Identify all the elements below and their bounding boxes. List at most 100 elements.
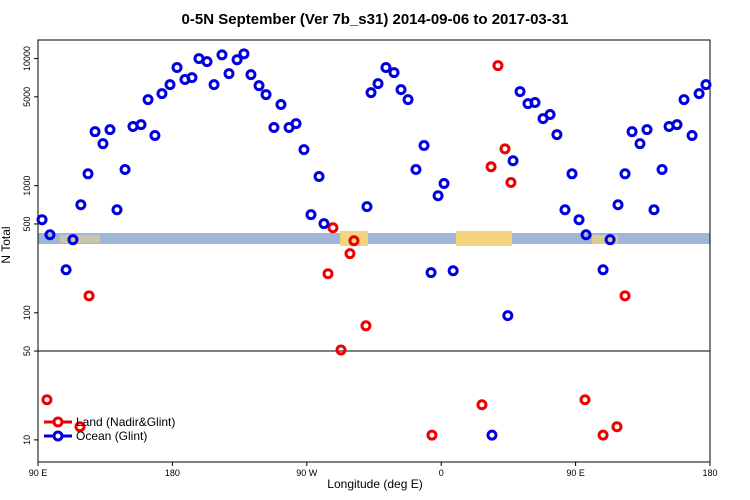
point bbox=[656, 164, 668, 176]
point bbox=[313, 171, 325, 183]
land-strip bbox=[456, 231, 512, 246]
point bbox=[634, 138, 646, 150]
ocean-strip bbox=[38, 233, 710, 244]
point bbox=[83, 290, 95, 302]
legend-marker bbox=[52, 416, 64, 428]
point bbox=[348, 235, 360, 247]
point bbox=[395, 84, 407, 96]
point bbox=[253, 80, 265, 92]
legend-marker bbox=[52, 430, 64, 442]
point bbox=[74, 421, 86, 433]
y-tick-label: 100 bbox=[22, 305, 32, 320]
point bbox=[486, 429, 498, 441]
point bbox=[97, 138, 109, 150]
y-tick-label: 10000 bbox=[22, 46, 32, 71]
y-tick-label: 500 bbox=[22, 216, 32, 231]
point bbox=[551, 129, 563, 141]
point bbox=[119, 164, 131, 176]
x-tick-label: 0 bbox=[439, 468, 444, 478]
point bbox=[216, 49, 228, 61]
point bbox=[597, 264, 609, 276]
point bbox=[380, 62, 392, 74]
y-axis-label: N Total bbox=[0, 226, 13, 263]
point bbox=[208, 79, 220, 91]
point bbox=[505, 176, 517, 188]
point bbox=[626, 126, 638, 138]
point bbox=[36, 214, 48, 226]
point bbox=[231, 54, 243, 66]
point bbox=[700, 79, 712, 91]
point bbox=[89, 126, 101, 138]
point bbox=[502, 310, 514, 322]
x-tick-label: 90 W bbox=[296, 468, 318, 478]
plot-frame bbox=[37, 39, 711, 463]
point bbox=[186, 72, 198, 84]
point bbox=[693, 88, 705, 100]
point bbox=[67, 234, 79, 246]
point bbox=[686, 130, 698, 142]
point bbox=[135, 119, 147, 131]
point bbox=[361, 201, 373, 213]
point bbox=[492, 60, 504, 72]
point bbox=[678, 94, 690, 106]
point bbox=[604, 234, 616, 246]
point bbox=[290, 118, 302, 130]
point bbox=[245, 69, 257, 81]
point bbox=[579, 394, 591, 406]
y-tick-label: 1000 bbox=[22, 176, 32, 196]
point bbox=[322, 268, 334, 280]
point bbox=[418, 140, 430, 152]
chart-title: 0-5N September (Ver 7b_s31) 2014-09-06 t… bbox=[182, 11, 569, 28]
point bbox=[372, 78, 384, 90]
point bbox=[507, 155, 519, 167]
land-strip bbox=[340, 231, 368, 246]
point bbox=[499, 143, 511, 155]
point bbox=[612, 199, 624, 211]
point bbox=[671, 119, 683, 131]
point bbox=[597, 429, 609, 441]
point bbox=[566, 168, 578, 180]
point bbox=[298, 144, 310, 156]
point bbox=[149, 130, 161, 142]
point bbox=[171, 62, 183, 74]
point bbox=[426, 429, 438, 441]
point bbox=[410, 164, 422, 176]
point bbox=[164, 79, 176, 91]
x-tick-label: 180 bbox=[702, 468, 717, 478]
x-tick-label: 90 E bbox=[566, 468, 585, 478]
point bbox=[580, 229, 592, 241]
point bbox=[514, 86, 526, 98]
point bbox=[104, 124, 116, 136]
point bbox=[268, 121, 280, 133]
point bbox=[641, 124, 653, 136]
point bbox=[44, 229, 56, 241]
point bbox=[619, 290, 631, 302]
point bbox=[529, 97, 541, 109]
point bbox=[275, 99, 287, 111]
point bbox=[573, 214, 585, 226]
point bbox=[648, 204, 660, 216]
point bbox=[402, 94, 414, 106]
point bbox=[111, 204, 123, 216]
point bbox=[611, 421, 623, 433]
point bbox=[327, 222, 339, 234]
point bbox=[388, 67, 400, 79]
point bbox=[142, 94, 154, 106]
point bbox=[201, 56, 213, 68]
point bbox=[485, 161, 497, 173]
point bbox=[156, 88, 168, 100]
point bbox=[41, 394, 53, 406]
x-axis-label: Longitude (deg E) bbox=[327, 477, 422, 491]
point bbox=[75, 199, 87, 211]
point bbox=[365, 87, 377, 99]
land-strip bbox=[60, 235, 100, 243]
point bbox=[344, 248, 356, 260]
point bbox=[318, 218, 330, 230]
point bbox=[335, 344, 347, 356]
point bbox=[425, 267, 437, 279]
point bbox=[432, 190, 444, 202]
map-strip bbox=[38, 231, 710, 246]
point bbox=[559, 204, 571, 216]
x-tick-label: 180 bbox=[165, 468, 180, 478]
point bbox=[238, 48, 250, 60]
